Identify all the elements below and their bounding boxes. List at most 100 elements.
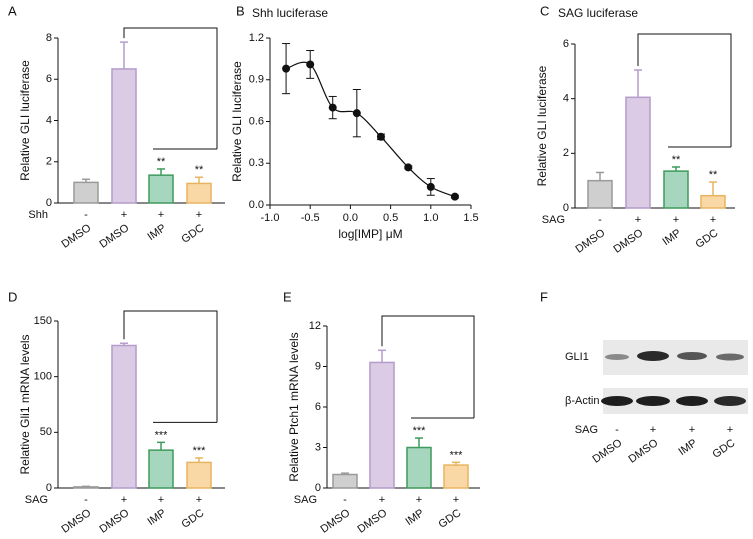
treatment-sign: + <box>689 424 695 436</box>
x-tick-label: -1.0 <box>261 212 280 224</box>
panel-letter: E <box>283 289 292 304</box>
category-label: GDC <box>693 227 720 251</box>
treatment-sign: + <box>196 209 202 221</box>
y-axis-label: Relative Gli1 mRNA levels <box>18 334 32 474</box>
y-tick-label: 0 <box>46 482 52 494</box>
treatment-label: SAG <box>25 494 48 506</box>
point <box>306 60 315 69</box>
treatment-label: SAG <box>542 214 565 226</box>
treatment-sign: + <box>158 209 164 221</box>
bar <box>111 344 137 489</box>
category-label: GDC <box>179 222 206 246</box>
category-label: DMSO <box>59 222 93 251</box>
bar <box>332 473 358 489</box>
y-tick-label: 6 <box>315 401 321 413</box>
x-tick-label: -0.5 <box>301 212 320 224</box>
significance: ** <box>195 164 204 176</box>
treatment-sign: - <box>598 214 602 226</box>
category-label: IMP <box>145 222 168 243</box>
bar <box>587 179 613 209</box>
y-tick-label: 100 <box>34 371 52 383</box>
bar <box>148 174 174 204</box>
y-tick-label: 0 <box>315 482 321 494</box>
blot-band <box>637 351 669 361</box>
point <box>376 132 385 141</box>
treatment-sign: + <box>673 214 679 226</box>
point <box>426 182 435 191</box>
treatment-sign: + <box>121 209 127 221</box>
category-label: IMP <box>145 507 168 528</box>
bar <box>148 449 174 489</box>
y-tick-label: 0 <box>563 202 569 214</box>
y-axis-label: Relative Ptch1 mRNA levels <box>287 332 301 481</box>
treatment-label: Shh <box>28 209 48 221</box>
category-label: GDC <box>179 507 206 531</box>
y-tick-label: 150 <box>34 315 52 327</box>
category-label: DMSO <box>59 507 93 536</box>
category-label: GDC <box>710 437 737 461</box>
bar <box>186 182 212 204</box>
y-tick-label: 50 <box>40 426 52 438</box>
treatment-sign: + <box>379 494 385 506</box>
bracket <box>381 315 475 419</box>
point <box>282 64 291 73</box>
y-tick-label: 4 <box>563 93 569 105</box>
category-label: DMSO <box>626 437 660 466</box>
y-tick-label: 9 <box>315 360 321 372</box>
fit-curve <box>285 61 456 198</box>
blot-band <box>714 396 746 406</box>
panel-letter: A <box>8 3 17 18</box>
y-tick-label: 0 <box>46 197 52 209</box>
category-label: IMP <box>676 437 699 458</box>
significance: *** <box>155 429 169 441</box>
category-label: DMSO <box>573 227 607 256</box>
bar <box>369 361 395 489</box>
significance: ** <box>709 169 718 181</box>
treatment-sign: - <box>84 209 88 221</box>
panel-letter: B <box>236 3 245 18</box>
treatment-label: SAG <box>575 424 598 436</box>
y-tick-label: 12 <box>309 320 321 332</box>
bar <box>73 181 99 204</box>
category-label: IMP <box>660 227 683 248</box>
y-tick-label: 2 <box>563 147 569 159</box>
point <box>328 103 337 112</box>
y-tick-label: 3 <box>315 441 321 453</box>
y-tick-label: 4 <box>46 114 52 126</box>
treatment-sign: + <box>416 494 422 506</box>
treatment-label: SAG <box>294 494 317 506</box>
bracket <box>123 310 218 423</box>
blot-row-label: β-Actin <box>565 395 599 407</box>
y-tick-label: 0.0 <box>249 199 264 211</box>
category-label: GDC <box>436 507 463 531</box>
treatment-sign: + <box>453 494 459 506</box>
y-tick-label: 0.3 <box>249 157 264 169</box>
point <box>450 192 459 201</box>
blot-band <box>636 396 670 406</box>
bar <box>663 170 689 209</box>
category-label: DMSO <box>318 507 352 536</box>
panel-letter: F <box>540 289 548 304</box>
y-tick-label: 0.9 <box>249 74 264 86</box>
category-label: DMSO <box>611 227 645 256</box>
significance: ** <box>672 154 681 166</box>
treatment-sign: + <box>196 494 202 506</box>
x-tick-label: 0.5 <box>383 212 398 224</box>
blot-band <box>676 396 708 406</box>
treatment-sign: + <box>158 494 164 506</box>
blot-band <box>605 354 629 360</box>
x-axis-label: log[IMP] μM <box>338 227 402 241</box>
category-label: IMP <box>403 507 426 528</box>
treatment-sign: - <box>343 494 347 506</box>
chart-title: SAG luciferase <box>558 6 638 20</box>
y-tick-label: 0.6 <box>249 115 264 127</box>
treatment-sign: - <box>84 494 88 506</box>
x-tick-label: 0.0 <box>343 212 358 224</box>
point <box>404 163 413 172</box>
y-tick-label: 2 <box>46 156 52 168</box>
panel-letter: C <box>540 3 549 18</box>
category-label: DMSO <box>97 222 131 251</box>
y-tick-label: 6 <box>563 38 569 50</box>
bracket <box>123 27 218 150</box>
